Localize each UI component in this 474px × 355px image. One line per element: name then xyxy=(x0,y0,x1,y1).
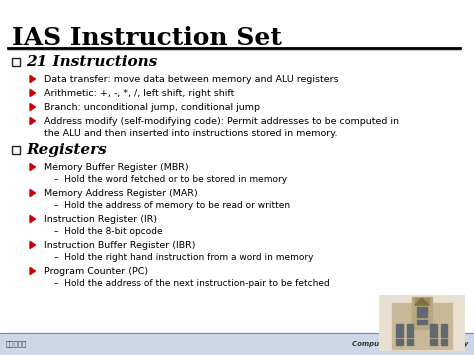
Text: –  Hold the right hand instruction from a word in memory: – Hold the right hand instruction from a… xyxy=(54,252,313,262)
Polygon shape xyxy=(30,268,36,274)
Text: 21 Instructions: 21 Instructions xyxy=(26,55,157,69)
Bar xyxy=(417,307,427,312)
Text: Address modify (self-modifying code): Permit addresses to be computed in: Address modify (self-modifying code): Pe… xyxy=(44,116,399,126)
Polygon shape xyxy=(30,164,36,170)
Text: Arithmetic: +, -, *, /, left shift, right shift: Arithmetic: +, -, *, /, left shift, righ… xyxy=(44,88,234,98)
Bar xyxy=(441,339,447,345)
Bar xyxy=(415,298,428,305)
Bar xyxy=(407,324,413,330)
Polygon shape xyxy=(30,190,36,197)
Text: Program Counter (PC): Program Counter (PC) xyxy=(44,267,148,275)
Bar xyxy=(441,324,447,330)
Bar xyxy=(396,331,403,337)
Text: –  Hold the 8-bit opcode: – Hold the 8-bit opcode xyxy=(54,226,163,235)
Text: Memory Address Register (MAR): Memory Address Register (MAR) xyxy=(44,189,198,197)
Text: Instruction Buffer Register (IBR): Instruction Buffer Register (IBR) xyxy=(44,240,195,250)
Text: Computer System Laboratory: Computer System Laboratory xyxy=(352,341,468,347)
Bar xyxy=(407,331,413,337)
Text: Memory Buffer Register (MBR): Memory Buffer Register (MBR) xyxy=(44,163,189,171)
Text: Branch: unconditional jump, conditional jump: Branch: unconditional jump, conditional … xyxy=(44,103,260,111)
Bar xyxy=(430,324,437,330)
Text: the ALU and then inserted into instructions stored in memory.: the ALU and then inserted into instructi… xyxy=(44,129,337,137)
Polygon shape xyxy=(30,89,36,97)
Bar xyxy=(407,339,413,345)
Bar xyxy=(417,313,427,317)
Bar xyxy=(430,331,437,337)
Bar xyxy=(12,58,20,66)
Polygon shape xyxy=(30,76,36,82)
Text: –  Hold the address of the next instruction-pair to be fetched: – Hold the address of the next instructi… xyxy=(54,279,330,288)
Polygon shape xyxy=(30,118,36,125)
Text: Data transfer: move data between memory and ALU registers: Data transfer: move data between memory … xyxy=(44,75,338,83)
Text: –  Hold the word fetched or to be stored in memory: – Hold the word fetched or to be stored … xyxy=(54,175,287,184)
Text: Instruction Register (IR): Instruction Register (IR) xyxy=(44,214,157,224)
Text: IAS Instruction Set: IAS Instruction Set xyxy=(12,26,282,50)
Bar xyxy=(411,297,432,329)
Polygon shape xyxy=(415,298,428,305)
Bar xyxy=(430,339,437,345)
Polygon shape xyxy=(30,241,36,248)
Text: Registers: Registers xyxy=(26,143,107,157)
Text: –  Hold the address of memory to be read or written: – Hold the address of memory to be read … xyxy=(54,201,290,209)
Polygon shape xyxy=(30,104,36,110)
Bar xyxy=(396,339,403,345)
Bar xyxy=(12,146,20,154)
Text: 高雄大學校: 高雄大學校 xyxy=(6,341,27,347)
Bar xyxy=(396,324,403,330)
Polygon shape xyxy=(30,215,36,223)
Bar xyxy=(0,333,474,355)
Bar xyxy=(417,320,427,324)
Bar xyxy=(392,303,452,349)
Bar xyxy=(441,331,447,337)
